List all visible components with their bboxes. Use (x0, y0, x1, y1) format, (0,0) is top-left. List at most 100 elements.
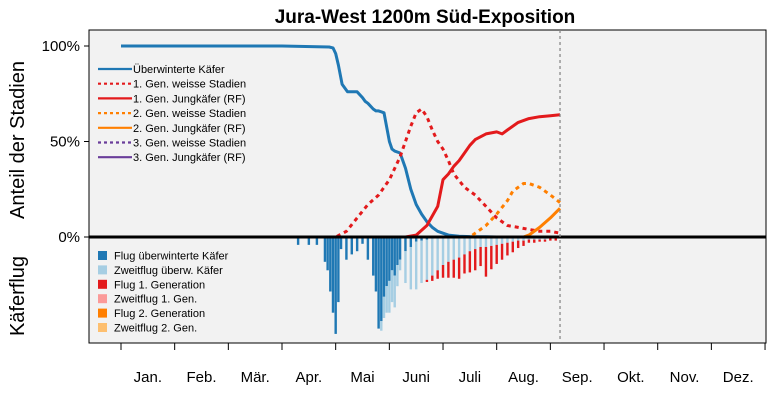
flight-bar (516, 240, 520, 249)
flight-bar (361, 238, 364, 244)
flight-bar (425, 238, 429, 240)
legend-flight-label: Zweitflug 2. Gen. (114, 323, 197, 335)
flight-bar (337, 238, 340, 303)
flight-bar (452, 259, 455, 278)
flight-bars (296, 238, 557, 334)
flight-bar (345, 238, 348, 260)
flight-bar (388, 238, 391, 281)
flight-bar (490, 245, 493, 270)
flight-bar (396, 265, 399, 287)
flight-bar (431, 275, 434, 281)
legend-line-label: 2. Gen. weisse Stadien (133, 108, 246, 120)
chart-title: Jura-West 1200m Süd-Exposition (275, 7, 576, 28)
flight-bar (527, 238, 531, 240)
flight-bar (484, 238, 488, 247)
x-tick-label: Mär. (241, 369, 270, 386)
flight-bar (414, 238, 418, 242)
flight-bar (474, 249, 477, 271)
flight-bar (474, 238, 477, 250)
flight-bar (511, 238, 514, 242)
series-line (121, 107, 561, 239)
flight-bar (522, 240, 525, 246)
flight-bar (463, 238, 466, 255)
flight-bar (543, 239, 547, 242)
flight-bar (350, 238, 353, 255)
legend-flight-label: Flug überwinterte Käfer (114, 251, 229, 263)
flight-bar (385, 238, 388, 287)
legend-line-label: 3. Gen. Jungkäfer (RF) (133, 152, 246, 164)
y-tick-label: 0% (58, 229, 80, 246)
flight-bar (398, 238, 402, 260)
series-line (121, 113, 561, 239)
flight-bar (516, 238, 520, 241)
legend-flight-swatch (98, 308, 107, 318)
flight-bar (490, 238, 493, 246)
flight-bar (420, 238, 423, 241)
x-tick-label: Mai (350, 369, 374, 386)
x-tick-label: Feb. (186, 369, 216, 386)
x-tick-label: Aug. (508, 369, 539, 386)
flight-bar (382, 238, 386, 297)
flight-bar (527, 239, 531, 243)
flight-bar (393, 238, 396, 276)
flight-bar (447, 238, 450, 262)
flight-bar (382, 296, 386, 318)
legend-flight-swatch (98, 251, 107, 260)
flight-bar (549, 238, 552, 241)
flight-bar (393, 275, 396, 308)
legend-flight-swatch (98, 279, 107, 289)
legend-lines: Überwinterte Käfer 1. Gen. weisse Stadien… (98, 64, 246, 164)
flight-bar (372, 238, 375, 276)
y-tick-label: 100% (42, 38, 80, 55)
flight-bar (326, 238, 329, 271)
flight-bar (380, 238, 383, 322)
y-axis: 100% 50% 0% (42, 38, 89, 246)
flight-bar (457, 238, 461, 258)
flight-bar (468, 238, 472, 252)
flight-bar (538, 239, 541, 242)
x-tick-label: Juli (459, 369, 482, 386)
flight-bar (409, 238, 413, 247)
flight-bar (500, 243, 504, 260)
flight-bar (331, 238, 335, 313)
flight-bar (323, 238, 327, 262)
x-tick-label: Jan. (134, 369, 162, 386)
flight-bar (388, 280, 391, 313)
y-tick-label: 50% (50, 134, 80, 151)
flight-bar (441, 265, 445, 278)
flight-bar (484, 246, 488, 277)
flight-bar (506, 238, 509, 243)
legend-line-label: 1. Gen. weisse Stadien (133, 79, 246, 91)
legend-line-label: 3. Gen. weisse Stadien (133, 138, 246, 150)
flight-bar (390, 238, 394, 271)
legend-line-label: 2. Gen. Jungkäfer (RF) (133, 123, 246, 135)
y-axis-label-upper: Anteil der Stadien (7, 61, 29, 219)
flight-bar (374, 238, 378, 292)
flight-bar (425, 279, 429, 282)
flight-bar (533, 238, 536, 240)
legend-flight-label: Flug 2. Generation (114, 308, 205, 320)
flight-bar (377, 238, 380, 329)
flight-bar (390, 270, 394, 303)
flight-bar (511, 241, 514, 253)
flight-bar (441, 238, 445, 265)
flight-bar (447, 261, 450, 278)
x-tick-label: Juni (402, 369, 430, 386)
flight-bar (339, 238, 343, 250)
flight-bar (380, 321, 383, 331)
flight-bar (315, 238, 319, 245)
legend-flight-label: Zweitflug 1. Gen. (114, 294, 197, 306)
x-tick-label: Dez. (723, 369, 754, 386)
flight-bar (468, 251, 472, 273)
x-tick-label: Okt. (617, 369, 645, 386)
flight-bar (329, 238, 332, 292)
x-axis: Jan. Feb. Mär. Apr. Mai Juni Juli Aug. Sep. Okt. N… (120, 343, 766, 386)
flight-bar (479, 246, 482, 267)
y-axis-label-lower: Käferflug (7, 256, 29, 336)
flight-bar (355, 238, 359, 252)
legend-line-label: Überwinterte Käfer (133, 64, 225, 76)
flight-bar (538, 238, 541, 240)
upper-panel (88, 29, 767, 238)
flight-bar (543, 238, 547, 240)
